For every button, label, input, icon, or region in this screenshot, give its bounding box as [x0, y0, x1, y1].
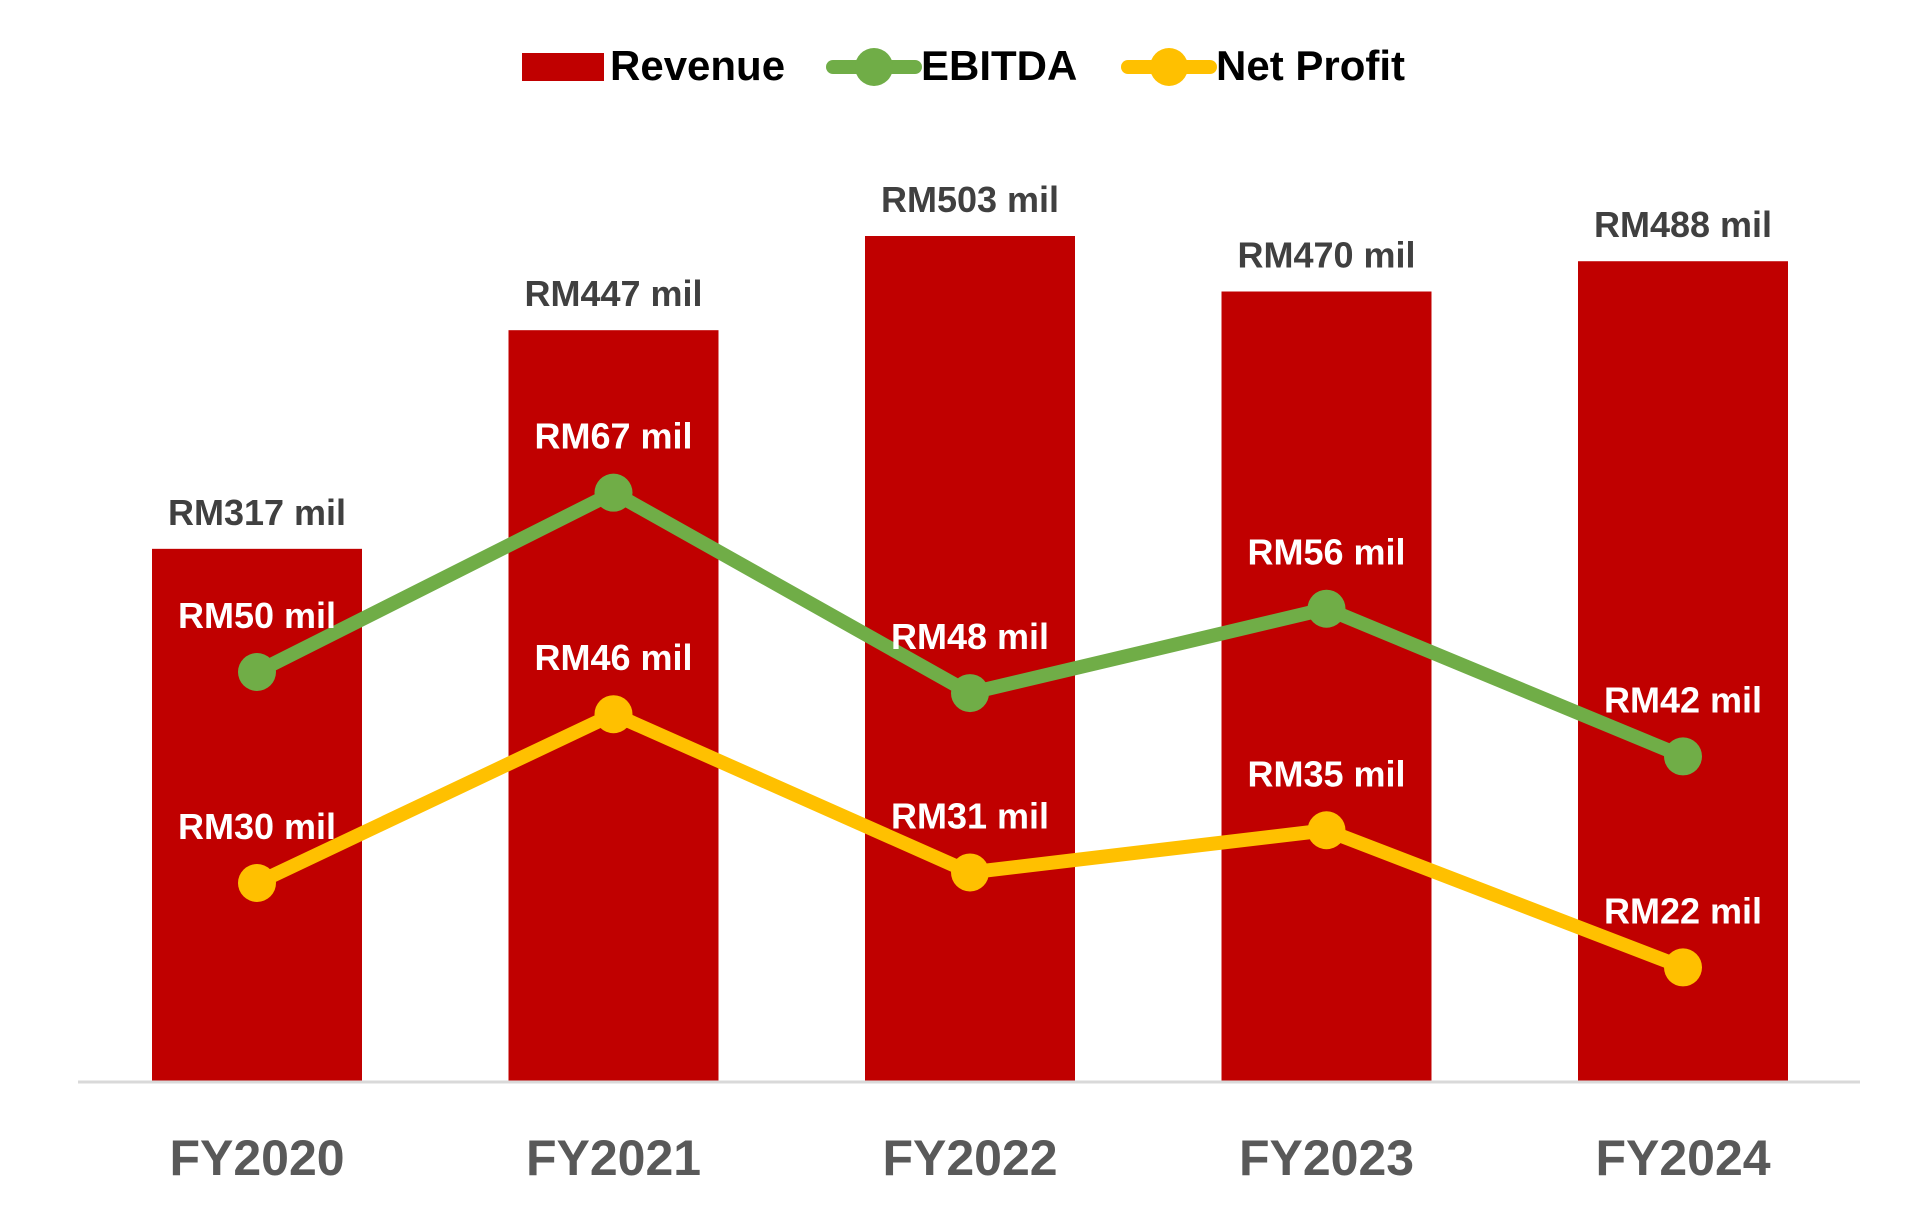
ebitda-point-fy2022 [951, 674, 989, 713]
ebitda-point-fy2021 [594, 473, 633, 512]
net-profit-point-fy2024 [1664, 948, 1702, 987]
legend-item-ebitda: EBITDA [826, 42, 1077, 89]
legend: Revenue EBITDA Net Profit [522, 42, 1405, 89]
net-profit-label-fy2024: RM22 mil [1604, 890, 1762, 931]
x-tick-fy2020: FY2020 [169, 1130, 344, 1186]
x-tick-fy2021: FY2021 [526, 1130, 701, 1186]
net-profit-label-fy2020: RM30 mil [178, 806, 336, 847]
revenue-label-fy2022: RM503 mil [881, 179, 1059, 220]
x-tick-fy2022: FY2022 [882, 1130, 1057, 1186]
x-tick-fy2023: FY2023 [1239, 1130, 1414, 1186]
net-profit-label-fy2022: RM31 mil [891, 795, 1049, 836]
x-axis-tick-labels: FY2020 FY2021 FY2022 FY2023 FY2024 [169, 1130, 1770, 1186]
legend-item-revenue: Revenue [522, 42, 785, 89]
revenue-data-labels: RM317 mil RM447 mil RM503 mil RM470 mil RM48… [168, 179, 1772, 533]
line-data-labels: RM50 mil RM67 mil RM48 mil RM56 mil RM42 mil… [178, 416, 1762, 932]
line-series [238, 473, 1702, 987]
legend-swatch-revenue [522, 53, 604, 81]
revenue-bar-fy2023 [1221, 291, 1432, 1082]
legend-label-revenue: Revenue [610, 42, 785, 89]
ebitda-label-fy2020: RM50 mil [178, 595, 336, 636]
ebitda-label-fy2021: RM67 mil [534, 416, 692, 457]
ebitda-label-fy2023: RM56 mil [1247, 532, 1405, 573]
revenue-label-fy2021: RM447 mil [524, 273, 702, 314]
revenue-label-fy2023: RM470 mil [1237, 235, 1415, 276]
revenue-label-fy2024: RM488 mil [1594, 204, 1772, 245]
net-profit-point-fy2020 [238, 864, 276, 902]
net-profit-label-fy2021: RM46 mil [534, 637, 692, 678]
legend-item-net-profit: Net Profit [1121, 42, 1405, 89]
ebitda-label-fy2024: RM42 mil [1604, 679, 1762, 720]
legend-label-ebitda: EBITDA [921, 42, 1077, 89]
net-profit-label-fy2023: RM35 mil [1247, 753, 1405, 794]
ebitda-point-fy2020 [238, 653, 276, 691]
net-profit-point-fy2022 [951, 853, 989, 892]
ebitda-label-fy2022: RM48 mil [891, 616, 1049, 657]
x-tick-fy2024: FY2024 [1595, 1130, 1770, 1186]
revenue-bars [152, 236, 1788, 1082]
revenue-label-fy2020: RM317 mil [168, 492, 346, 533]
net-profit-point-fy2023 [1307, 811, 1346, 850]
net-profit-point-fy2021 [594, 695, 633, 734]
ebitda-point-fy2024 [1664, 737, 1702, 776]
ebitda-point-fy2023 [1307, 589, 1346, 628]
legend-label-net-profit: Net Profit [1216, 42, 1405, 89]
legend-marker-net-profit [1150, 48, 1188, 86]
legend-marker-ebitda [855, 48, 893, 86]
